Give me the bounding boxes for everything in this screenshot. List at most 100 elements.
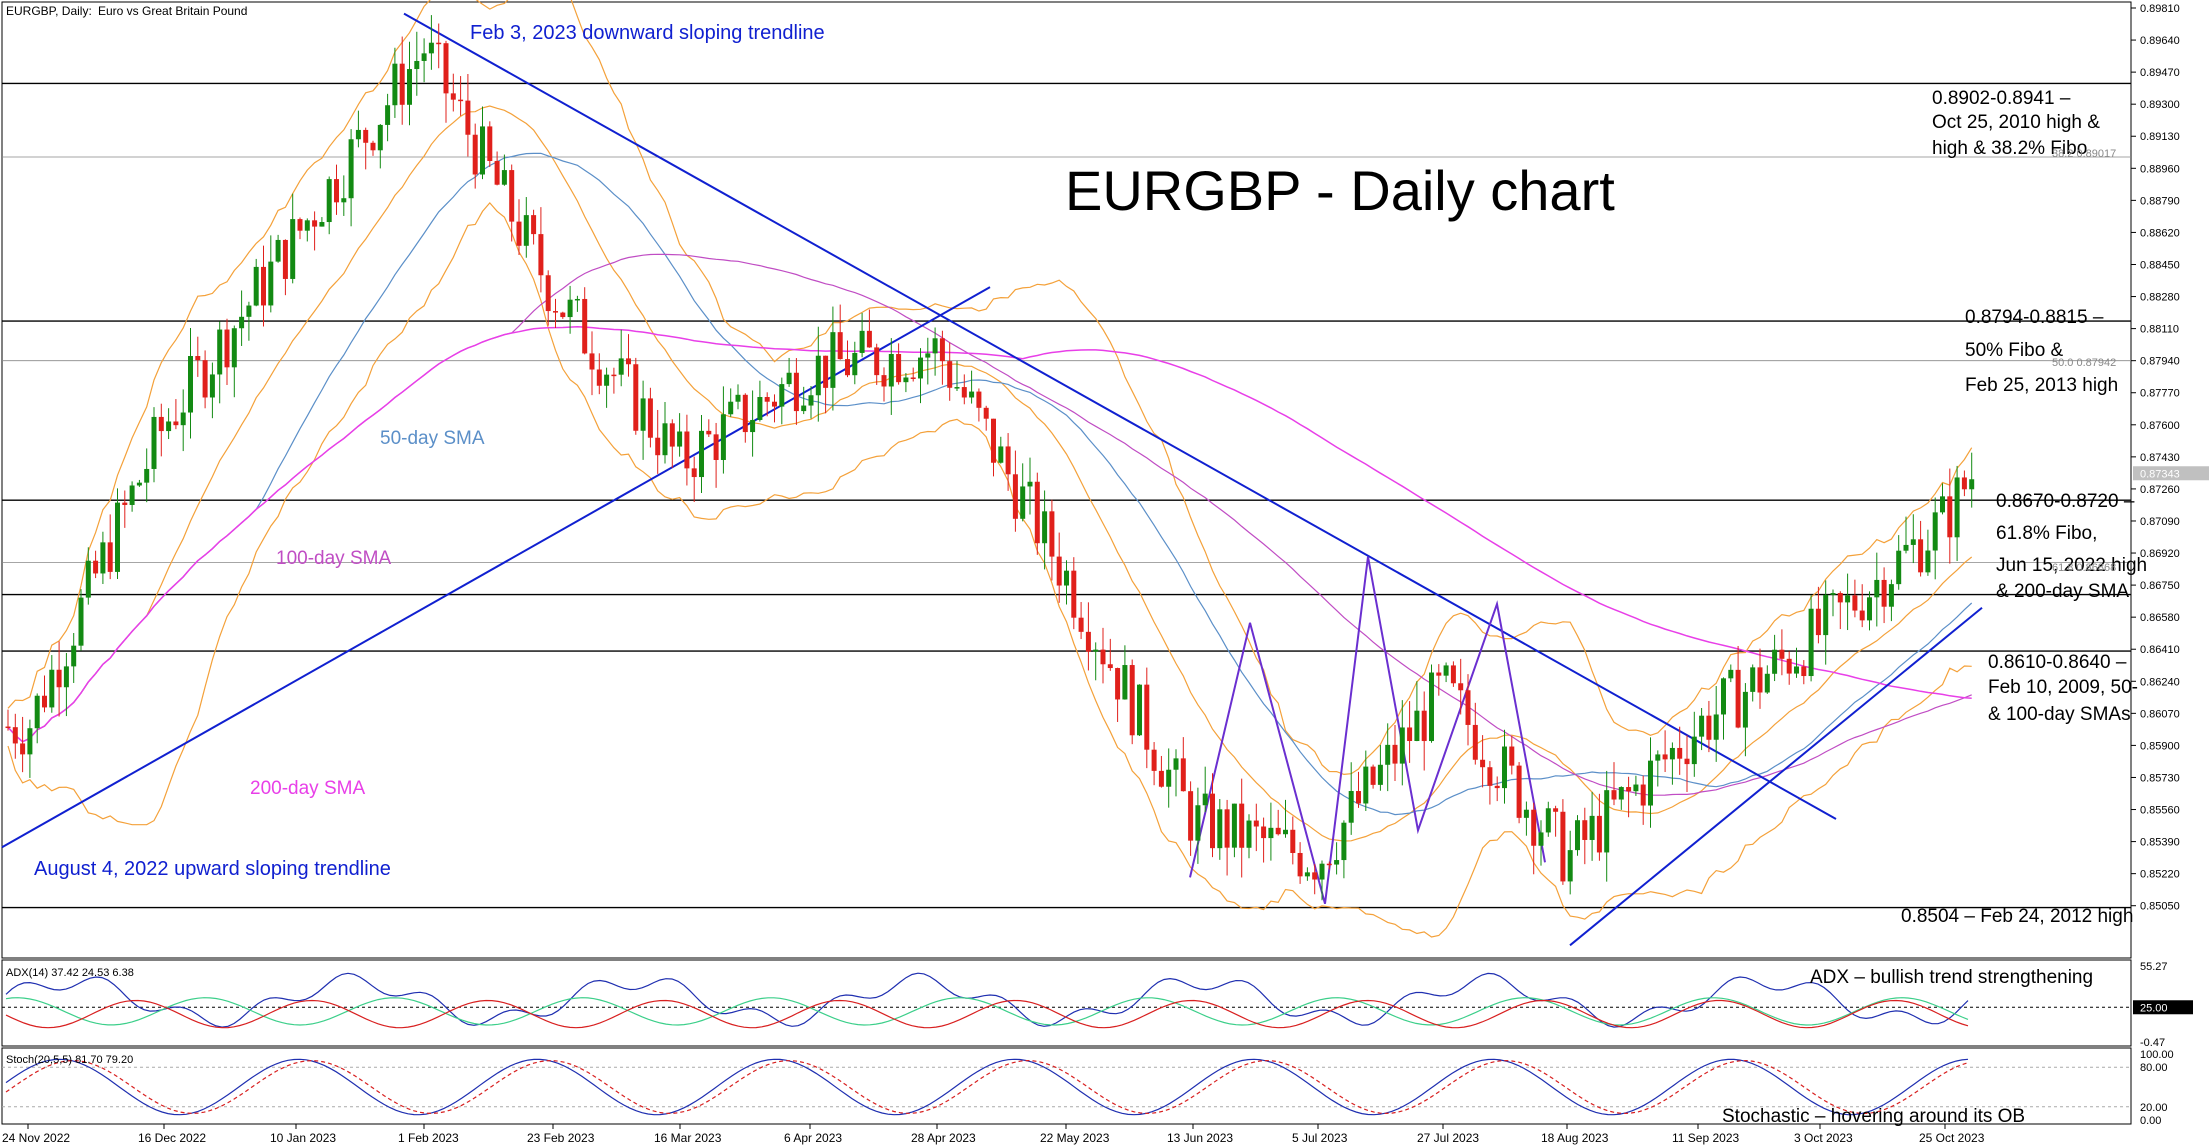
candle	[1093, 642, 1099, 681]
candle-body	[998, 446, 1004, 463]
candle	[1567, 830, 1573, 895]
candle	[1334, 842, 1340, 875]
candle-body	[1852, 595, 1858, 611]
candle-body	[1246, 820, 1252, 848]
candle	[1180, 737, 1186, 792]
candle	[567, 285, 573, 334]
date-tick-label: 3 Oct 2023	[1794, 1131, 1853, 1145]
annotation-line: Feb 25, 2013 high	[1965, 375, 2118, 396]
candle	[772, 394, 777, 423]
candle-body	[49, 669, 55, 708]
candle	[1450, 661, 1456, 687]
annotation-line: 0.8610-0.8640 –	[1988, 652, 2127, 673]
candle-body	[691, 468, 697, 478]
candle-body	[377, 124, 383, 151]
candle	[1691, 711, 1697, 777]
bollinger-middle-band	[7, 105, 1973, 842]
candle-body	[107, 542, 113, 572]
candle-body	[1757, 667, 1763, 693]
symbol-description: Euro vs Great Britain Pound	[98, 4, 247, 18]
candle	[589, 331, 595, 396]
candle	[100, 531, 106, 585]
candle-body	[1961, 477, 1967, 490]
candle-body	[487, 126, 493, 161]
candle	[1633, 775, 1639, 796]
candle	[764, 392, 770, 417]
candle-body	[275, 239, 281, 262]
candle-body	[1516, 765, 1522, 818]
candle	[1830, 589, 1836, 617]
candle	[93, 550, 99, 579]
candle-body	[1582, 820, 1588, 840]
candle-body	[815, 355, 821, 396]
candle	[261, 245, 266, 327]
candle-body	[1538, 832, 1544, 846]
price-tick-label: 0.86070	[2140, 708, 2180, 720]
candle	[699, 414, 704, 493]
candle	[63, 652, 69, 717]
candle	[991, 418, 996, 477]
candle	[1604, 770, 1610, 882]
candle	[815, 326, 821, 422]
candle-body	[312, 220, 318, 227]
candle	[1516, 762, 1522, 824]
candle-body	[1772, 649, 1778, 674]
candle-body	[1502, 746, 1507, 789]
candle	[1815, 586, 1821, 644]
annotation-line: Oct 25, 2010 high &	[1932, 112, 2100, 133]
candle	[275, 234, 281, 263]
candle	[1202, 766, 1208, 813]
candle-body	[56, 669, 62, 688]
candle-body	[1100, 649, 1106, 665]
candle-body	[574, 298, 580, 301]
candle	[319, 217, 325, 227]
candle-body	[1910, 539, 1916, 545]
candle	[1903, 516, 1909, 554]
candle	[1253, 803, 1259, 852]
candle	[1531, 802, 1537, 875]
candle	[1107, 638, 1113, 671]
candle-body	[866, 330, 872, 348]
candle-body	[115, 502, 120, 572]
candle	[1268, 802, 1274, 861]
candle-body	[1334, 860, 1340, 865]
candle-body	[1640, 784, 1646, 806]
candle-body	[1779, 649, 1785, 659]
candle	[1144, 667, 1150, 769]
annotation-line: 61.8% Fibo,	[1996, 523, 2097, 544]
candle-body	[443, 43, 449, 94]
candle-body	[779, 384, 785, 407]
candle-body	[1370, 766, 1376, 785]
candle-body	[195, 356, 201, 361]
candle	[494, 151, 500, 186]
stoch-k-line	[5, 1058, 1969, 1116]
candle	[1122, 645, 1128, 700]
candle	[377, 124, 383, 169]
annotation-line: 0.8504 – Feb 24, 2012 high	[1901, 906, 2133, 927]
candle-body	[786, 372, 792, 385]
candle-body	[1297, 852, 1303, 877]
price-tick-label: 0.88790	[2140, 195, 2180, 207]
candle	[830, 306, 836, 411]
candle-body	[202, 360, 208, 398]
candle-body	[239, 316, 245, 329]
candle-body	[925, 353, 931, 358]
candle-body	[1195, 805, 1201, 841]
sma200-label: 200-day SMA	[250, 778, 365, 799]
candle-body	[494, 160, 500, 185]
price-tick-label: 0.86410	[2140, 644, 2180, 656]
price-tick-label: 0.85220	[2140, 869, 2180, 881]
date-tick-label: 18 Aug 2023	[1541, 1131, 1609, 1145]
date-tick-label: 23 Feb 2023	[527, 1131, 595, 1145]
candle-body	[1129, 665, 1135, 736]
candle	[1772, 634, 1778, 682]
candle-body	[348, 139, 354, 199]
candle-body	[1691, 736, 1697, 765]
candle	[538, 207, 544, 293]
candle	[312, 211, 318, 251]
candle-body	[501, 170, 507, 185]
candle-body	[370, 142, 376, 151]
candle	[20, 716, 26, 773]
price-tick-label: 0.89640	[2140, 35, 2180, 47]
